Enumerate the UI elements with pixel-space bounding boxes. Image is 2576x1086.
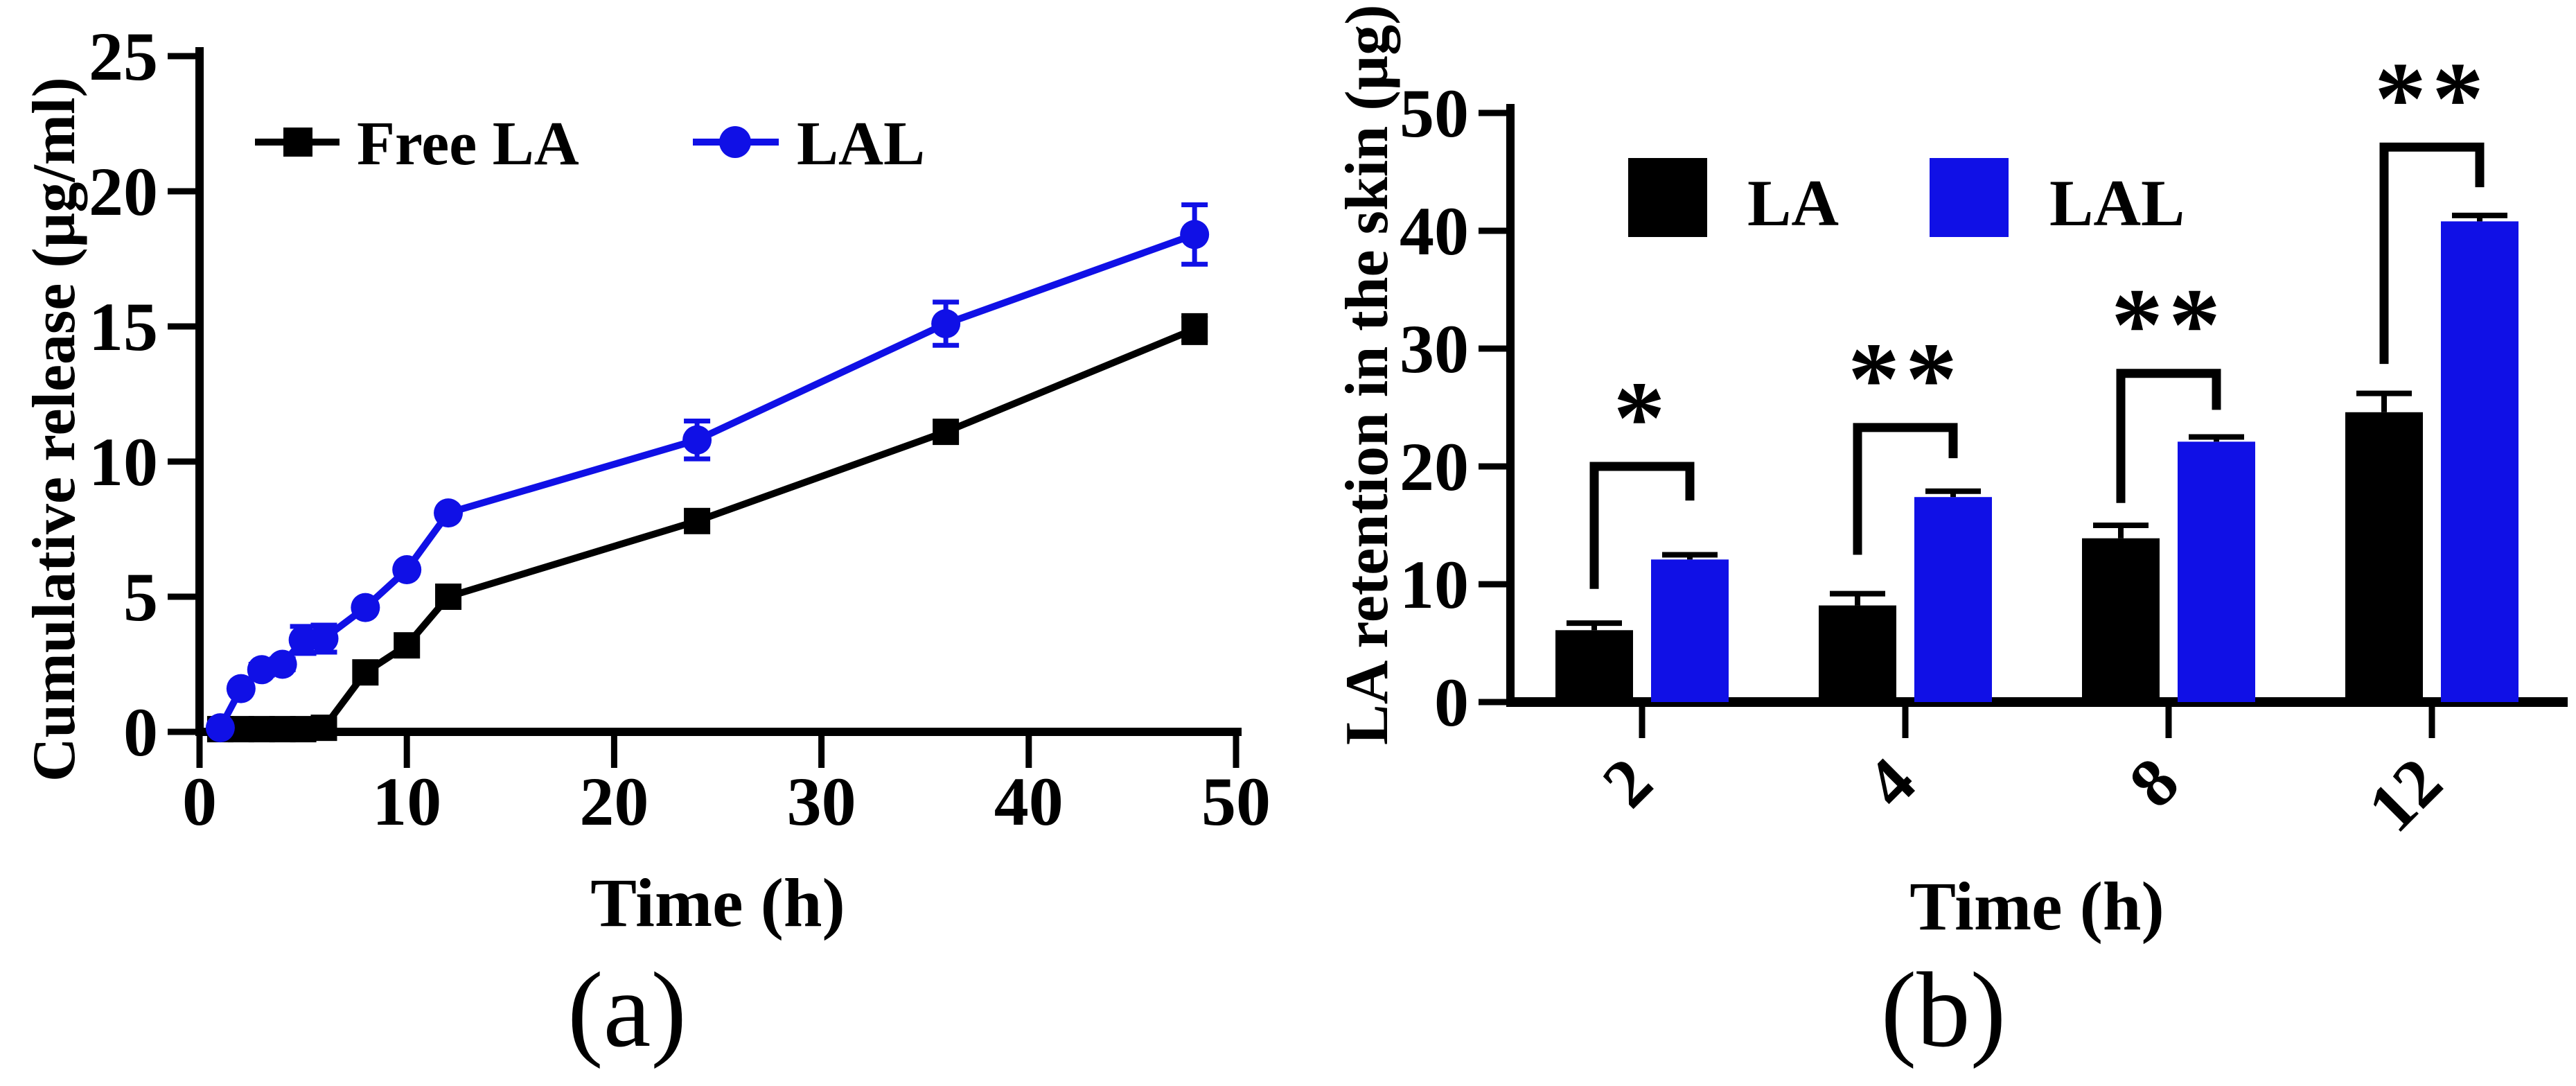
panel-b-x-tick-label: 12 <box>2353 743 2456 846</box>
bar <box>2345 412 2423 702</box>
panel-a-x-tick-label: 50 <box>1201 763 1271 840</box>
bar <box>1819 605 1896 702</box>
panel-a-caption: (a) <box>567 950 687 1069</box>
legend-b-lal-label: LAL <box>2049 166 2185 240</box>
circle-marker <box>434 498 464 528</box>
panel-b-x-tick-label: 8 <box>2115 743 2194 822</box>
legend-a-lal-label: LAL <box>797 110 926 178</box>
square-marker <box>1181 315 1208 342</box>
panel-b-x-axis-label: Time (h) <box>1909 868 2164 945</box>
panel-a-x-axis-label: Time (h) <box>590 864 845 941</box>
bar <box>2178 441 2255 702</box>
circle-marker <box>931 309 961 339</box>
significance-bracket <box>2379 142 2485 365</box>
significance-stars: * <box>1614 360 1671 475</box>
square-marker <box>933 419 960 446</box>
square-marker <box>684 507 711 534</box>
bar <box>1651 559 1729 702</box>
circle-marker <box>682 425 712 455</box>
panel-a-x-tick-label: 40 <box>994 763 1064 840</box>
legend-b-lal-square-swatch <box>1930 158 2009 237</box>
panel-b-y-tick-label: 40 <box>1400 193 1469 270</box>
panel-a-y-tick-label: 25 <box>89 18 158 95</box>
panel-a-y-tick-label: 20 <box>89 153 158 230</box>
bar <box>2082 538 2160 702</box>
panel-a-y-tick-label: 10 <box>89 423 158 500</box>
panel-a-y-axis-label: Cumulative release (µg/ml) <box>21 77 88 782</box>
legend-b-la-square-swatch <box>1628 158 1707 237</box>
bar <box>1555 630 1633 702</box>
panel-b-x-tick-label: 4 <box>1851 743 1930 822</box>
panel-b-y-tick-label: 30 <box>1400 310 1469 387</box>
square-marker <box>352 659 379 686</box>
panel-a-y-tick-label: 5 <box>123 559 158 636</box>
legend-a-lal-circle-marker <box>719 126 751 158</box>
significance-stars: ** <box>2111 268 2226 383</box>
significance-stars: ** <box>2374 41 2489 156</box>
legend-a-freela-label: Free LA <box>357 110 579 178</box>
panel-a-x-tick-label: 10 <box>372 763 441 840</box>
circle-marker <box>267 649 297 679</box>
significance-bracket <box>1853 423 1958 555</box>
bar <box>1914 497 1992 702</box>
circle-marker <box>351 593 380 622</box>
panel-b-x-tick-label: 2 <box>1588 743 1667 822</box>
panel-a-x-tick-label: 30 <box>787 763 856 840</box>
circle-marker <box>226 674 256 703</box>
circle-marker <box>205 713 235 743</box>
panel-b-y-axis-label: LA retention in the skin (µg) <box>1334 4 1401 745</box>
panel-b-y-tick-label: 50 <box>1400 75 1469 152</box>
significance-stars: ** <box>1848 322 1963 437</box>
series-lal <box>205 202 1210 743</box>
circle-marker <box>1180 220 1210 249</box>
square-marker <box>310 715 337 742</box>
panel-b-y-tick-label: 0 <box>1434 664 1469 741</box>
panel-a-y-tick-label: 15 <box>89 288 158 365</box>
series-line <box>217 231 1196 730</box>
bar-series-lal <box>1651 212 2518 702</box>
square-marker <box>435 584 462 610</box>
circle-marker <box>309 624 339 654</box>
circle-marker <box>392 555 422 584</box>
significance-bracket <box>1589 462 1695 589</box>
bar-series-la <box>1555 390 2423 702</box>
legend-a-freela-square-marker <box>283 128 312 157</box>
panel-b-y-tick-label: 10 <box>1400 546 1469 623</box>
panel-a-x-tick-label: 20 <box>579 763 649 840</box>
panel-b-caption: (b) <box>1880 950 2006 1069</box>
series-free-la <box>206 313 1208 743</box>
circle-marker <box>288 625 318 655</box>
square-marker <box>394 632 421 659</box>
panel-a-plot: 0 5 10 15 20 25 0 10 20 30 40 50 <box>89 18 1271 840</box>
panel-a-x-tick-label: 0 <box>182 763 217 840</box>
panel-b-y-tick-label: 20 <box>1400 428 1469 505</box>
legend-b-la-label: LA <box>1747 166 1839 240</box>
panel-a-y-tick-label: 0 <box>123 694 158 771</box>
bar <box>2441 221 2518 702</box>
significance-bracket <box>2116 369 2221 503</box>
